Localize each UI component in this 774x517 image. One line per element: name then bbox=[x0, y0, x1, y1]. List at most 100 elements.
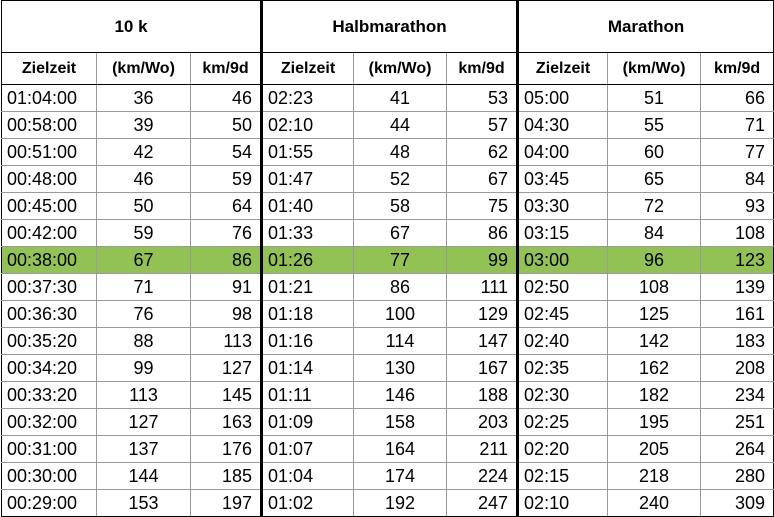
km-wo-cell: 52 bbox=[353, 165, 448, 193]
km-wo-cell: 99 bbox=[96, 354, 191, 382]
km-wo-cell: 218 bbox=[607, 462, 702, 490]
zielzeit-cell: 04:00 bbox=[517, 138, 609, 166]
km-wo-cell: 76 bbox=[96, 300, 191, 328]
km-wo-cell: 130 bbox=[353, 354, 448, 382]
zielzeit-cell: 01:14 bbox=[261, 354, 355, 382]
table-row: 00:58:00 39 50 02:10 44 57 04:30 55 71 bbox=[1, 111, 774, 139]
zielzeit-cell: 00:51:00 bbox=[1, 138, 97, 166]
group-header-halbmarathon: Halbmarathon bbox=[261, 0, 520, 53]
km-9d-cell: 163 bbox=[190, 408, 264, 436]
km-9d-cell: 93 bbox=[700, 192, 774, 220]
table-row: 01:04:00 36 46 02:23 41 53 05:00 51 66 bbox=[1, 84, 774, 112]
km-9d-cell: 197 bbox=[190, 489, 264, 517]
km-wo-cell: 142 bbox=[607, 327, 702, 355]
zielzeit-cell: 04:30 bbox=[517, 111, 609, 139]
km-wo-cell: 146 bbox=[353, 381, 448, 409]
group-header-marathon: Marathon bbox=[517, 0, 774, 53]
zielzeit-cell: 00:58:00 bbox=[1, 111, 97, 139]
km-wo-cell: 108 bbox=[607, 273, 702, 301]
km-wo-cell: 192 bbox=[353, 489, 448, 517]
km-wo-cell: 65 bbox=[607, 165, 702, 193]
km-wo-cell: 39 bbox=[96, 111, 191, 139]
km-9d-cell: 176 bbox=[190, 435, 264, 463]
table-row: 00:33:20 113 145 01:11 146 188 02:30 182 234 bbox=[1, 381, 774, 409]
km-wo-cell: 67 bbox=[353, 219, 448, 247]
zielzeit-cell: 01:47 bbox=[261, 165, 355, 193]
km-9d-cell: 129 bbox=[446, 300, 520, 328]
km-9d-cell: 86 bbox=[446, 219, 520, 247]
km-wo-cell: 182 bbox=[607, 381, 702, 409]
km-wo-cell: 96 bbox=[607, 246, 702, 274]
zielzeit-cell: 01:21 bbox=[261, 273, 355, 301]
zielzeit-cell: 00:29:00 bbox=[1, 489, 97, 517]
zielzeit-cell: 02:23 bbox=[261, 84, 355, 112]
km-9d-cell: 84 bbox=[700, 165, 774, 193]
km-9d-cell: 224 bbox=[446, 462, 520, 490]
km-9d-cell: 147 bbox=[446, 327, 520, 355]
km-wo-cell: 114 bbox=[353, 327, 448, 355]
km-wo-cell: 113 bbox=[96, 381, 191, 409]
zielzeit-cell: 03:30 bbox=[517, 192, 609, 220]
km-wo-cell: 44 bbox=[353, 111, 448, 139]
km-wo-cell: 77 bbox=[353, 246, 448, 274]
km-wo-cell: 100 bbox=[353, 300, 448, 328]
zielzeit-cell: 01:55 bbox=[261, 138, 355, 166]
km-wo-cell: 58 bbox=[353, 192, 448, 220]
km-wo-cell: 158 bbox=[353, 408, 448, 436]
km-wo-cell: 137 bbox=[96, 435, 191, 463]
column-header-zielzeit: Zielzeit bbox=[261, 52, 355, 85]
km-wo-cell: 88 bbox=[96, 327, 191, 355]
table-row-highlighted: 00:38:00 67 86 01:26 77 99 03:00 96 123 bbox=[1, 246, 774, 274]
zielzeit-cell: 01:26 bbox=[261, 246, 355, 274]
km-9d-cell: 98 bbox=[190, 300, 264, 328]
table-row: 00:32:00 127 163 01:09 158 203 02:25 195 251 bbox=[1, 408, 774, 436]
km-9d-cell: 113 bbox=[190, 327, 264, 355]
column-header-km-9d: km/9d bbox=[190, 52, 264, 85]
km-wo-cell: 72 bbox=[607, 192, 702, 220]
km-9d-cell: 91 bbox=[190, 273, 264, 301]
km-wo-cell: 125 bbox=[607, 300, 702, 328]
zielzeit-cell: 01:04 bbox=[261, 462, 355, 490]
table-row: 00:37:30 71 91 01:21 86 111 02:50 108 139 bbox=[1, 273, 774, 301]
km-9d-cell: 46 bbox=[190, 84, 264, 112]
zielzeit-cell: 00:38:00 bbox=[1, 246, 97, 274]
km-9d-cell: 77 bbox=[700, 138, 774, 166]
zielzeit-cell: 01:09 bbox=[261, 408, 355, 436]
zielzeit-cell: 00:34:20 bbox=[1, 354, 97, 382]
table-row: 00:48:00 46 59 01:47 52 67 03:45 65 84 bbox=[1, 165, 774, 193]
zielzeit-cell: 01:11 bbox=[261, 381, 355, 409]
km-9d-cell: 54 bbox=[190, 138, 264, 166]
table-row: 00:36:30 76 98 01:18 100 129 02:45 125 161 bbox=[1, 300, 774, 328]
km-9d-cell: 66 bbox=[700, 84, 774, 112]
zielzeit-cell: 00:48:00 bbox=[1, 165, 97, 193]
column-header-km-9d: km/9d bbox=[700, 52, 774, 85]
zielzeit-cell: 02:50 bbox=[517, 273, 609, 301]
zielzeit-cell: 02:35 bbox=[517, 354, 609, 382]
km-wo-cell: 174 bbox=[353, 462, 448, 490]
km-9d-cell: 64 bbox=[190, 192, 264, 220]
zielzeit-cell: 02:45 bbox=[517, 300, 609, 328]
table-row: 00:29:00 153 197 01:02 192 247 02:10 240 309 bbox=[1, 489, 774, 517]
km-9d-cell: 59 bbox=[190, 165, 264, 193]
km-wo-cell: 50 bbox=[96, 192, 191, 220]
km-wo-cell: 51 bbox=[607, 84, 702, 112]
zielzeit-cell: 00:36:30 bbox=[1, 300, 97, 328]
km-9d-cell: 280 bbox=[700, 462, 774, 490]
table-row: 00:51:00 42 54 01:55 48 62 04:00 60 77 bbox=[1, 138, 774, 166]
zielzeit-cell: 00:32:00 bbox=[1, 408, 97, 436]
column-header-km-wo: (km/Wo) bbox=[96, 52, 191, 85]
column-header-zielzeit: Zielzeit bbox=[1, 52, 97, 85]
km-wo-cell: 153 bbox=[96, 489, 191, 517]
zielzeit-cell: 03:45 bbox=[517, 165, 609, 193]
km-wo-cell: 162 bbox=[607, 354, 702, 382]
km-wo-cell: 195 bbox=[607, 408, 702, 436]
km-wo-cell: 41 bbox=[353, 84, 448, 112]
km-wo-cell: 84 bbox=[607, 219, 702, 247]
zielzeit-cell: 00:35:20 bbox=[1, 327, 97, 355]
km-wo-cell: 60 bbox=[607, 138, 702, 166]
km-wo-cell: 205 bbox=[607, 435, 702, 463]
km-9d-cell: 203 bbox=[446, 408, 520, 436]
column-header-km-9d: km/9d bbox=[446, 52, 520, 85]
km-wo-cell: 48 bbox=[353, 138, 448, 166]
km-9d-cell: 208 bbox=[700, 354, 774, 382]
